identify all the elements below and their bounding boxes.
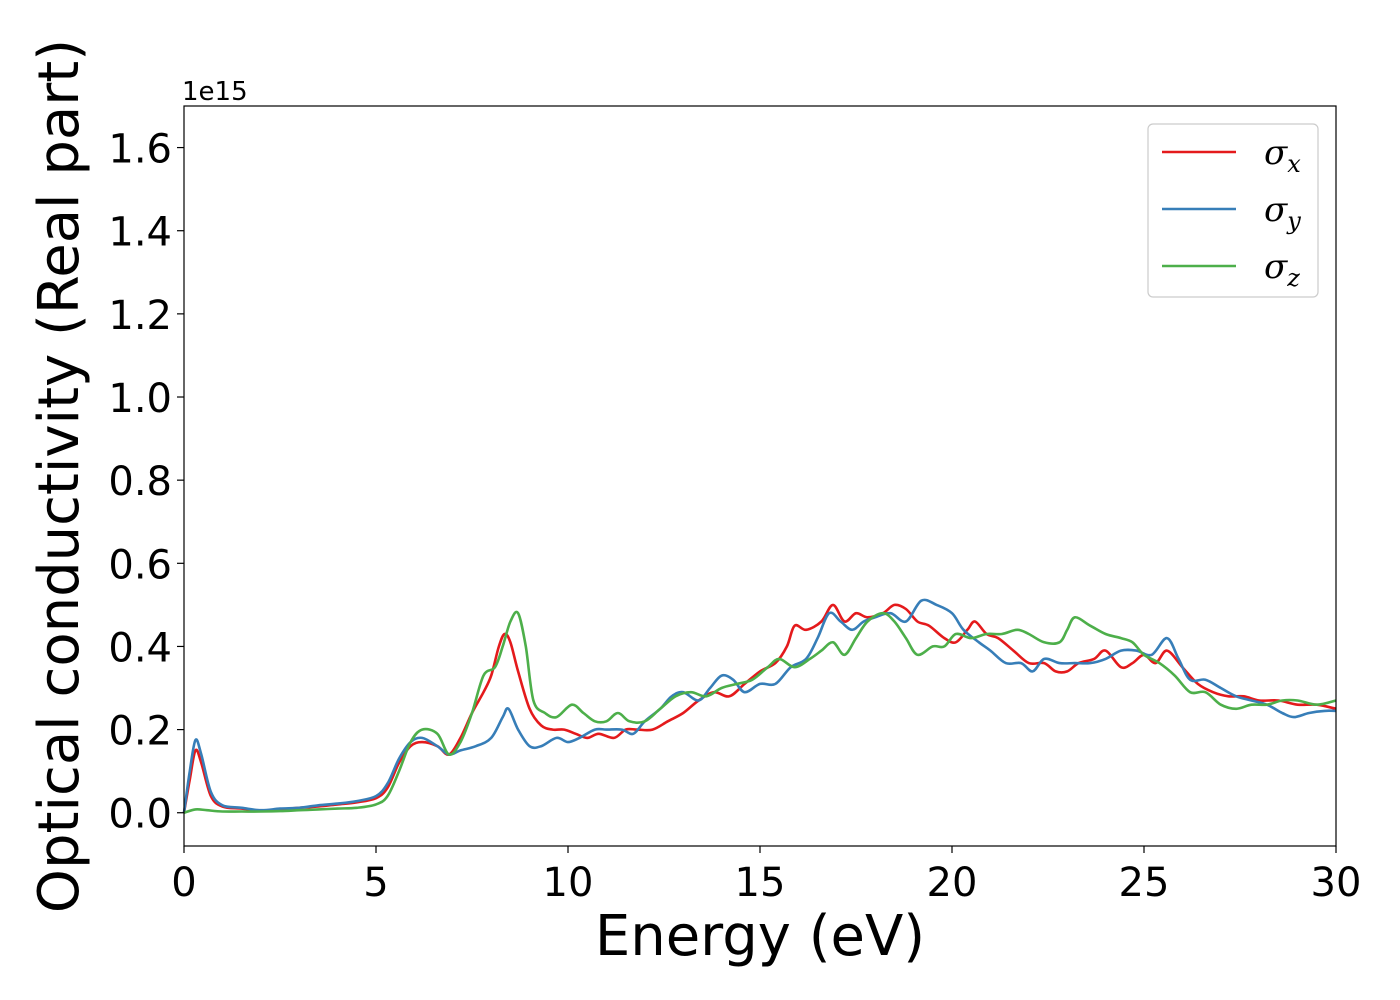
legend-box xyxy=(1147,123,1319,298)
legend-label-z: σz xyxy=(1264,247,1300,292)
legend-symbol: σ xyxy=(1264,247,1288,287)
y-tick-label: 0.8 xyxy=(108,459,172,505)
y-tick-label: 0.6 xyxy=(108,542,172,588)
series-line-z xyxy=(183,610,1337,814)
x-tick-label: 10 xyxy=(543,860,594,906)
y-tick-label: 0.0 xyxy=(108,792,172,838)
y-axis: 0.0 0.2 0.4 0.6 0.8 1.0 1.2 1.4 1.6 xyxy=(108,127,184,838)
y-tick-label: 1.0 xyxy=(108,376,172,422)
x-tick-label: 5 xyxy=(363,860,388,906)
legend-subscript: y xyxy=(1286,207,1301,235)
y-tick-label: 0.4 xyxy=(108,625,172,671)
y-tick-label: 1.4 xyxy=(108,210,172,256)
x-tick-label: 15 xyxy=(735,860,786,906)
legend-label-x: σx xyxy=(1264,133,1301,178)
x-axis: 0 5 10 15 20 25 30 xyxy=(171,846,1361,906)
series-line-y xyxy=(182,598,1337,813)
x-tick-label: 0 xyxy=(171,860,196,906)
legend-subscript: x xyxy=(1287,150,1301,178)
y-offset-text: 1e15 xyxy=(182,77,248,107)
y-tick-label: 0.2 xyxy=(108,709,172,755)
x-tick-label: 25 xyxy=(1119,860,1170,906)
y-tick-label: 1.6 xyxy=(108,127,172,173)
x-axis-title: Energy (eV) xyxy=(595,904,925,969)
series-layer xyxy=(182,598,1337,814)
legend-label-y: σy xyxy=(1264,190,1301,235)
legend-subscript: z xyxy=(1286,264,1300,292)
y-axis-title: Optical conductivity (Real part) xyxy=(27,39,92,913)
y-tick-label: 1.2 xyxy=(108,293,172,339)
series-line-x xyxy=(182,603,1337,813)
legend-symbol: σ xyxy=(1264,133,1288,173)
x-tick-label: 20 xyxy=(927,860,978,906)
x-tick-label: 30 xyxy=(1311,860,1362,906)
legend-symbol: σ xyxy=(1264,190,1288,230)
